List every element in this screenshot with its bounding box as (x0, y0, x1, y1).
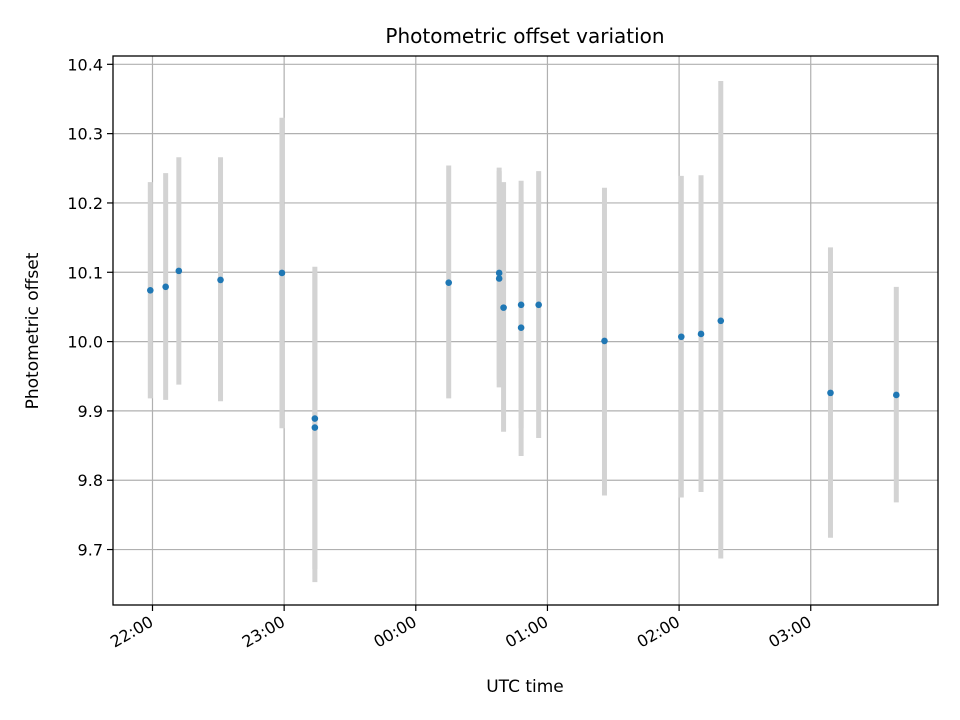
y-tick-label: 10.2 (67, 194, 103, 213)
data-point (311, 424, 319, 431)
data-point (517, 301, 525, 309)
data-point (893, 391, 900, 399)
data-point (827, 389, 834, 397)
x-axis-title: UTC time (486, 677, 564, 697)
data-point (495, 275, 503, 282)
y-tick-label: 10.4 (67, 55, 103, 74)
plot-area-frame (112, 55, 939, 606)
data-point (175, 267, 183, 275)
data-point (517, 324, 525, 332)
data-point (278, 269, 286, 277)
data-point (495, 269, 503, 277)
data-point (445, 279, 453, 286)
data-point (500, 304, 507, 311)
y-tick-label: 9.8 (78, 471, 103, 490)
y-tick-label: 10.3 (67, 125, 103, 144)
y-tick-label: 9.9 (78, 402, 103, 421)
y-tick-label: 10.0 (67, 333, 103, 352)
y-tick-label: 9.7 (78, 541, 103, 560)
data-point (162, 283, 169, 291)
data-point (311, 415, 319, 422)
chart-title: Photometric offset variation (385, 24, 664, 48)
data-point (697, 330, 705, 338)
data-point (717, 317, 725, 325)
data-point (677, 333, 685, 341)
y-axis-title: Photometric offset (23, 252, 43, 409)
y-tick-label: 10.1 (67, 263, 103, 282)
data-point (535, 301, 542, 309)
data-point (217, 276, 224, 284)
data-point (147, 286, 154, 294)
data-points (147, 267, 900, 431)
data-point (601, 337, 608, 345)
y-axis-ticks: 9.7 9.8 9.9 10.0 10.1 10.2 10.3 10.4 (67, 55, 113, 560)
